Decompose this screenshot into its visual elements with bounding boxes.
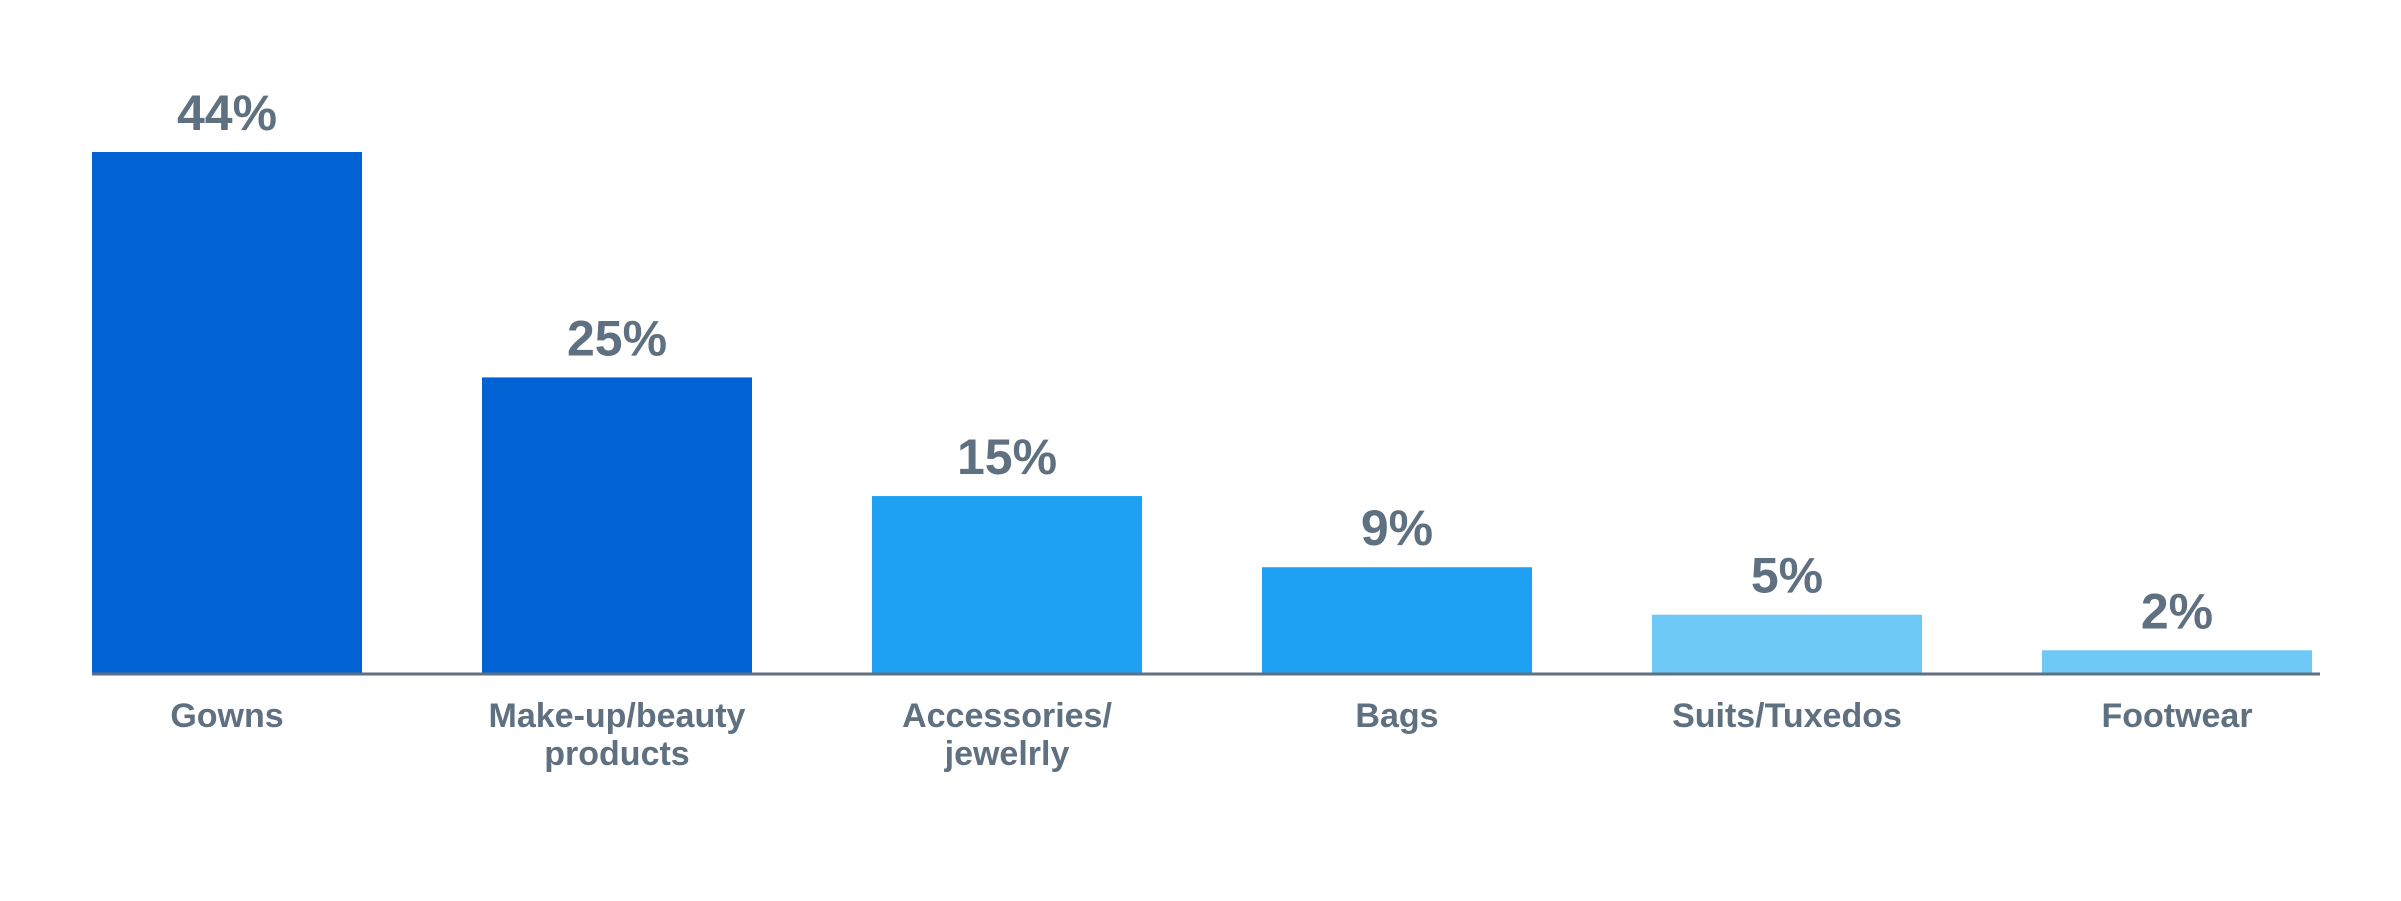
bar [1652, 614, 1922, 674]
x-tick-label: products [544, 735, 689, 773]
value-label: 2% [2141, 583, 2213, 639]
bar [2042, 650, 2312, 674]
value-label: 15% [957, 429, 1057, 485]
bar [872, 496, 1142, 674]
value-label: 9% [1361, 500, 1433, 556]
x-tick-label: Gowns [170, 697, 283, 735]
x-tick-label: jewelrly [944, 735, 1070, 773]
bar [1262, 567, 1532, 674]
value-label: 5% [1751, 548, 1823, 604]
x-tick-label: Make-up/beauty [489, 697, 746, 735]
value-label: 25% [567, 310, 667, 366]
bar [482, 377, 752, 674]
x-tick-label: Suits/Tuxedos [1672, 697, 1902, 735]
bar [92, 152, 362, 674]
value-label: 44% [177, 85, 277, 141]
x-tick-label: Footwear [2101, 697, 2252, 735]
x-tick-label: Accessories/ [902, 697, 1112, 735]
x-tick-label: Bags [1355, 697, 1438, 735]
